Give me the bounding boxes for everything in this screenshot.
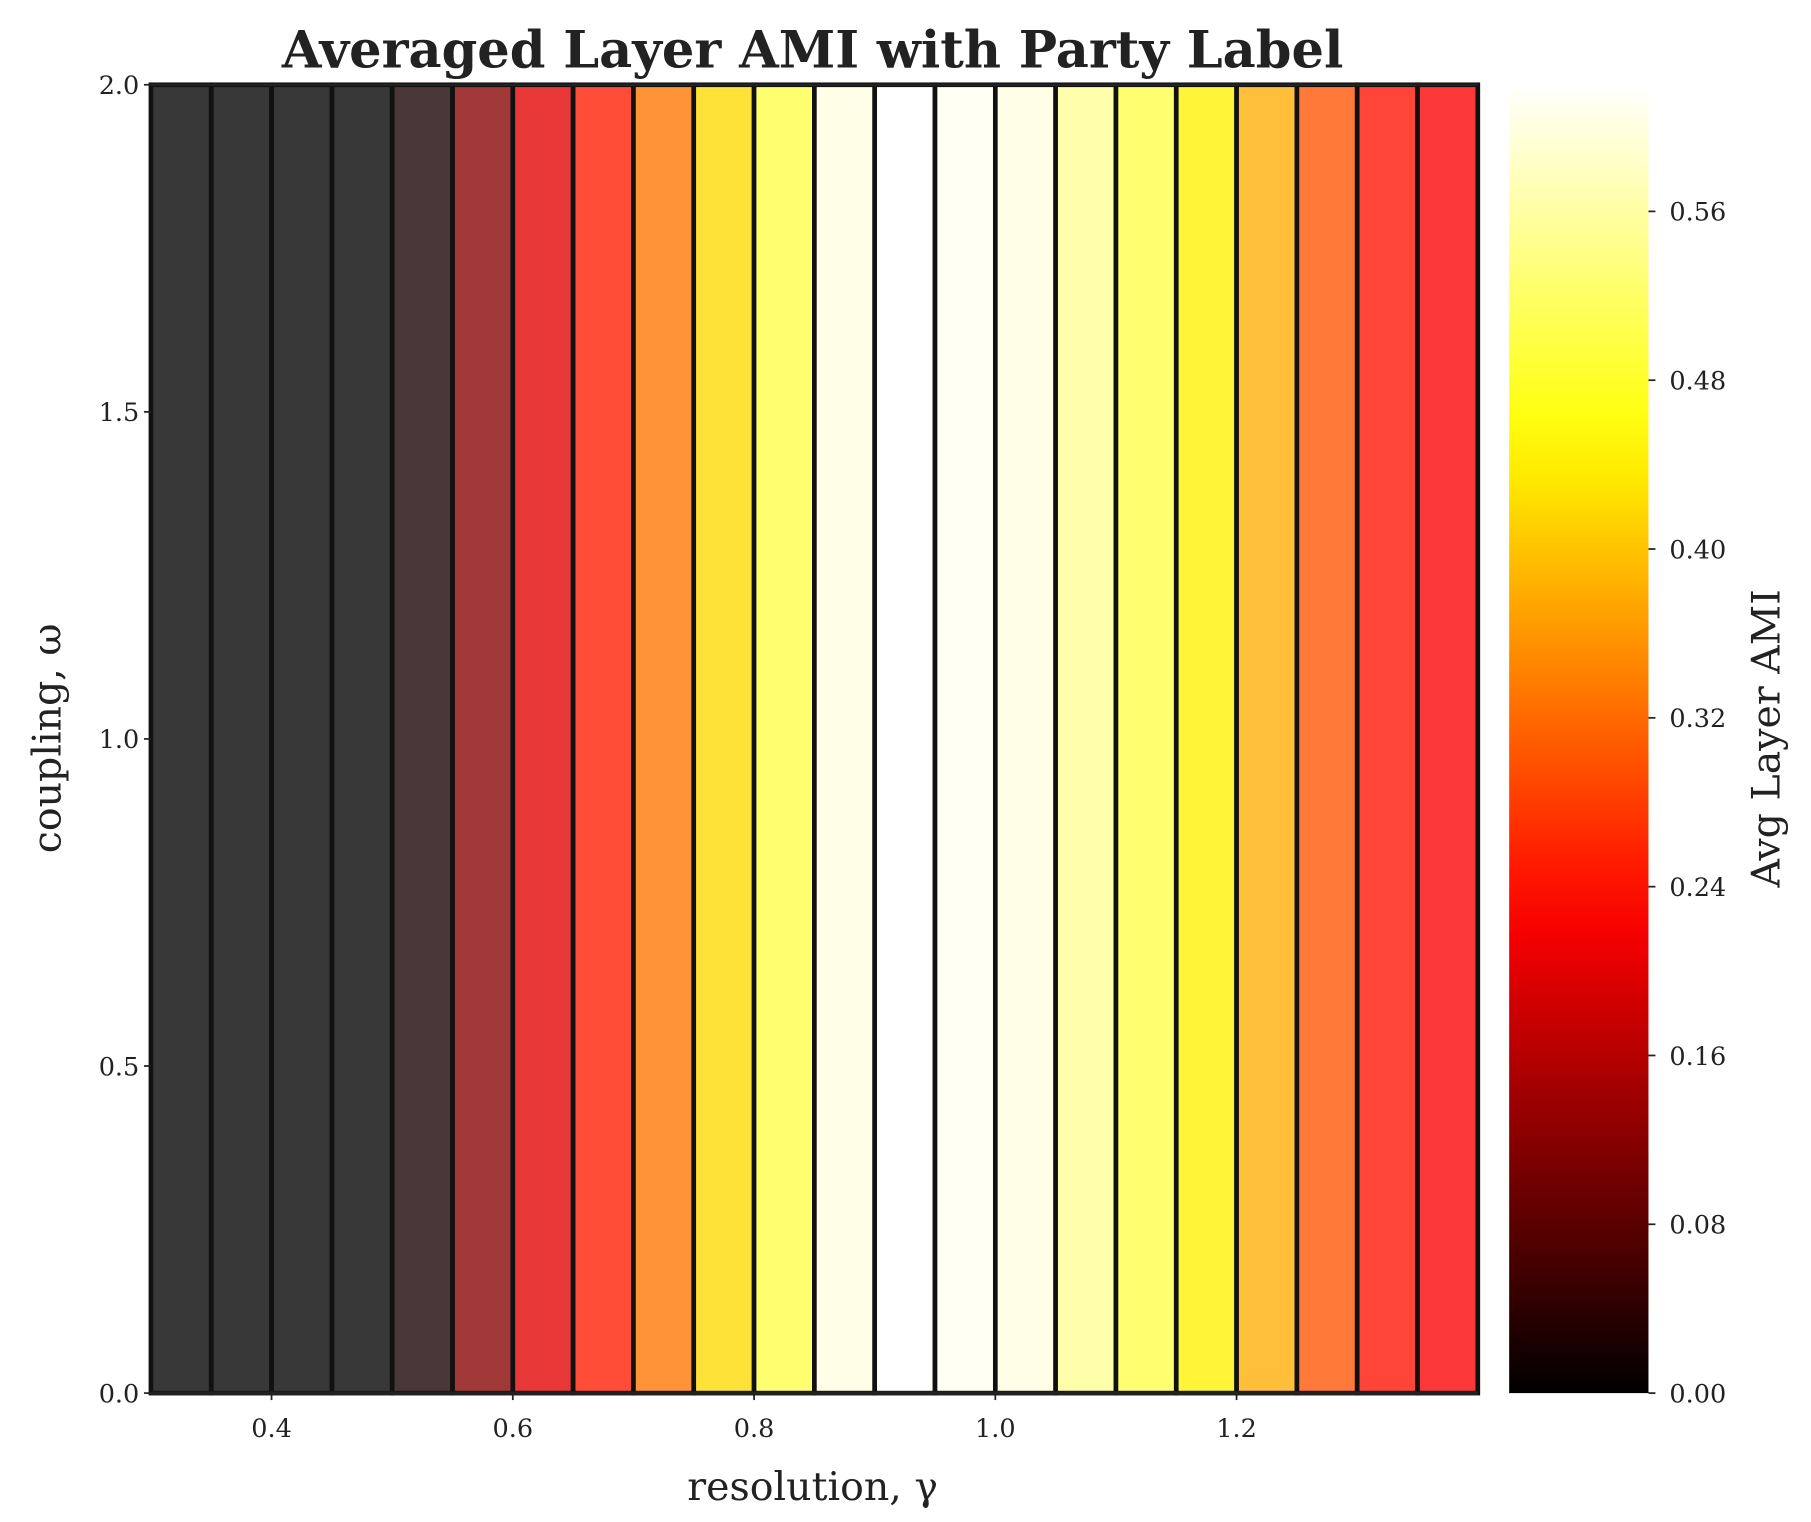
heatmap-cell	[570, 82, 636, 1396]
heatmap-cell	[450, 82, 516, 1396]
heatmap-cell	[631, 82, 697, 1396]
x-tick-label: 1.2	[1216, 1414, 1257, 1444]
x-tick-label: 1.0	[975, 1414, 1016, 1444]
heatmap-cell	[1354, 82, 1420, 1396]
colorbar-tick-label: 0.08	[1669, 1211, 1726, 1241]
colorbar-tick-label: 0.56	[1669, 198, 1726, 228]
y-tick-label: 0.0	[99, 1379, 140, 1409]
heatmap-cell	[269, 82, 335, 1396]
heatmap-cell	[1113, 82, 1179, 1396]
chart-title: Averaged Layer AMI with Party Label	[281, 20, 1343, 80]
heatmap-cell	[1415, 82, 1481, 1396]
heatmap-cell	[1053, 82, 1119, 1396]
heatmap-cell	[992, 82, 1058, 1396]
heatmap-cell	[932, 82, 998, 1396]
y-tick-label: 1.5	[99, 398, 140, 428]
heatmap-cell	[691, 82, 757, 1396]
colorbar-tick-label: 0.24	[1669, 873, 1726, 903]
y-axis-label: coupling, ω	[24, 623, 70, 853]
heatmap-cell	[1294, 82, 1360, 1396]
y-tick-label: 0.5	[99, 1052, 140, 1082]
heatmap-cell	[1234, 82, 1300, 1396]
colorbar	[1509, 84, 1649, 1394]
heatmap-cell	[872, 82, 938, 1396]
colorbar-label: Avg Layer AMI	[1744, 589, 1790, 888]
colorbar-tick-label: 0.32	[1669, 704, 1726, 734]
colorbar-tick-label: 0.48	[1669, 366, 1726, 396]
x-tick-label: 0.6	[493, 1414, 534, 1444]
heatmap-cell	[751, 82, 817, 1396]
heatmap-cell	[208, 82, 274, 1396]
heatmap-cell	[1173, 82, 1239, 1396]
heatmap-cell	[510, 82, 576, 1396]
heatmap-cell	[812, 82, 878, 1396]
heatmap-cell	[389, 82, 455, 1396]
colorbar-tick-label: 0.16	[1669, 1042, 1726, 1072]
y-tick-label: 1.0	[99, 725, 140, 755]
colorbar-tick-label: 0.00	[1669, 1379, 1726, 1409]
x-tick-label: 0.8	[734, 1414, 775, 1444]
heatmap-cell	[148, 82, 214, 1396]
x-axis-label: resolution, γ	[687, 1464, 938, 1510]
x-tick-label: 0.4	[251, 1414, 292, 1444]
heatmap-cell	[329, 82, 395, 1396]
colorbar-tick-label: 0.40	[1669, 535, 1726, 565]
y-tick-label: 2.0	[99, 71, 140, 101]
